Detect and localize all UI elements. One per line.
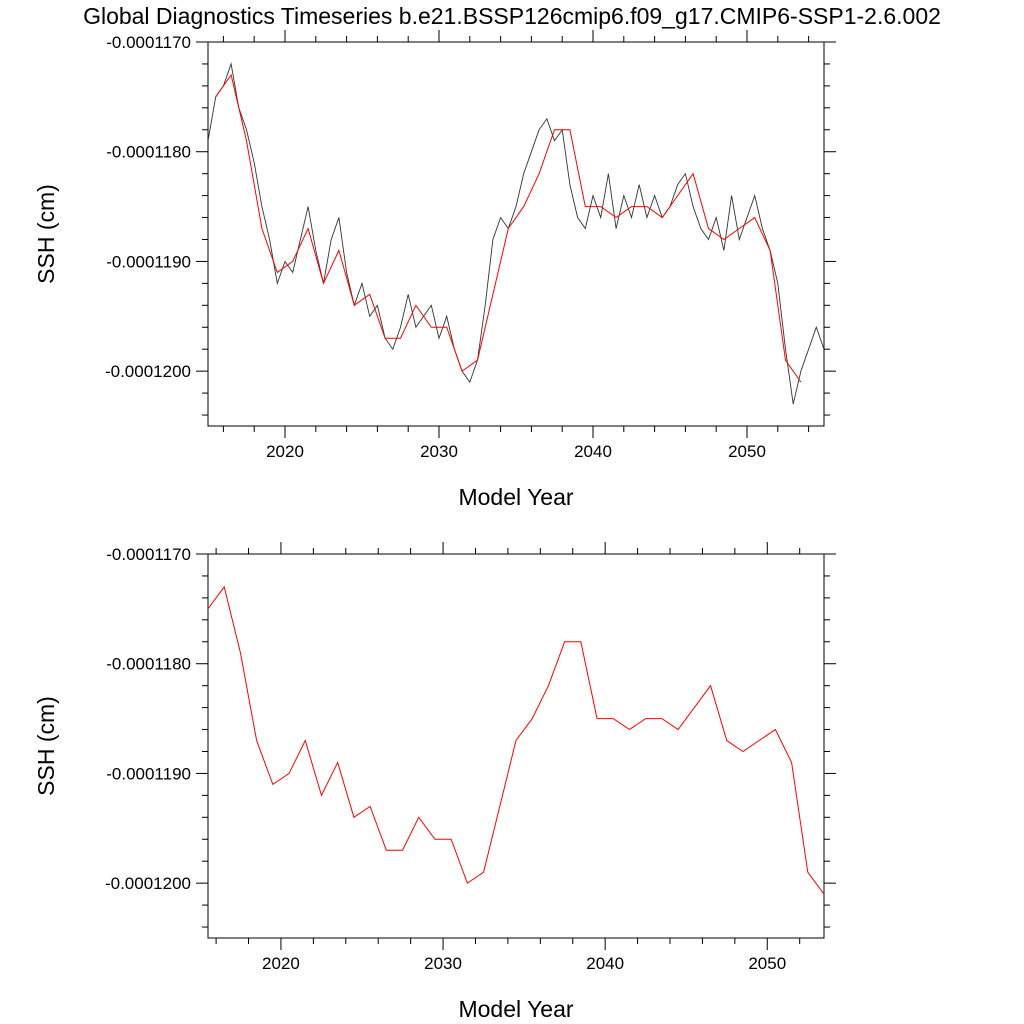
page-title: Global Diagnostics Timeseries b.e21.BSSP… <box>83 3 941 29</box>
bottom-panel: 2020 2030 2040 2050 -0.0001170 -0.0001180 -0.0… <box>33 542 836 1022</box>
plot-frame <box>207 553 825 939</box>
x-tick-label: 2040 <box>586 954 624 973</box>
y-tick-label: -0.0001190 <box>106 252 191 271</box>
y-tick-label: -0.0001180 <box>106 655 191 674</box>
plot-frame <box>207 41 825 427</box>
x-tick-label: 2030 <box>420 442 458 461</box>
x-tick-label: 2050 <box>748 954 786 973</box>
x-tick-label: 2040 <box>574 442 612 461</box>
top-panel: 2020 2030 2040 2050 -0.0001170 -0.0001180 -0.0… <box>33 30 836 510</box>
y-tick-label: -0.0001170 <box>106 33 191 52</box>
x-tick-label: 2020 <box>266 442 304 461</box>
y-axis-title: SSH (cm) <box>33 184 59 284</box>
y-tick-label: -0.0001170 <box>106 545 191 564</box>
y-tick-label: -0.0001190 <box>106 764 191 783</box>
x-tick-label: 2020 <box>262 954 300 973</box>
y-tick-label: -0.0001180 <box>106 143 191 162</box>
y-axis-title: SSH (cm) <box>33 696 59 796</box>
series-line-annual <box>215 73 802 383</box>
y-tick-label: -0.0001200 <box>105 874 191 893</box>
y-tick-label: -0.0001200 <box>105 362 191 381</box>
series-line-monthly <box>208 62 824 405</box>
x-axis-title: Model Year <box>458 484 573 510</box>
x-tick-label: 2030 <box>424 954 462 973</box>
series-line-annual <box>208 585 824 895</box>
x-tick-label: 2050 <box>728 442 766 461</box>
x-axis-title: Model Year <box>458 996 573 1022</box>
